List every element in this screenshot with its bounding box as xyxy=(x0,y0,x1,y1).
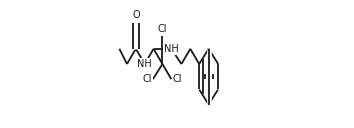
Text: NH: NH xyxy=(164,44,179,54)
Text: NH: NH xyxy=(137,59,152,69)
Text: Cl: Cl xyxy=(142,74,152,84)
Text: Cl: Cl xyxy=(158,24,167,34)
Text: O: O xyxy=(132,10,140,20)
Text: Cl: Cl xyxy=(172,74,182,84)
